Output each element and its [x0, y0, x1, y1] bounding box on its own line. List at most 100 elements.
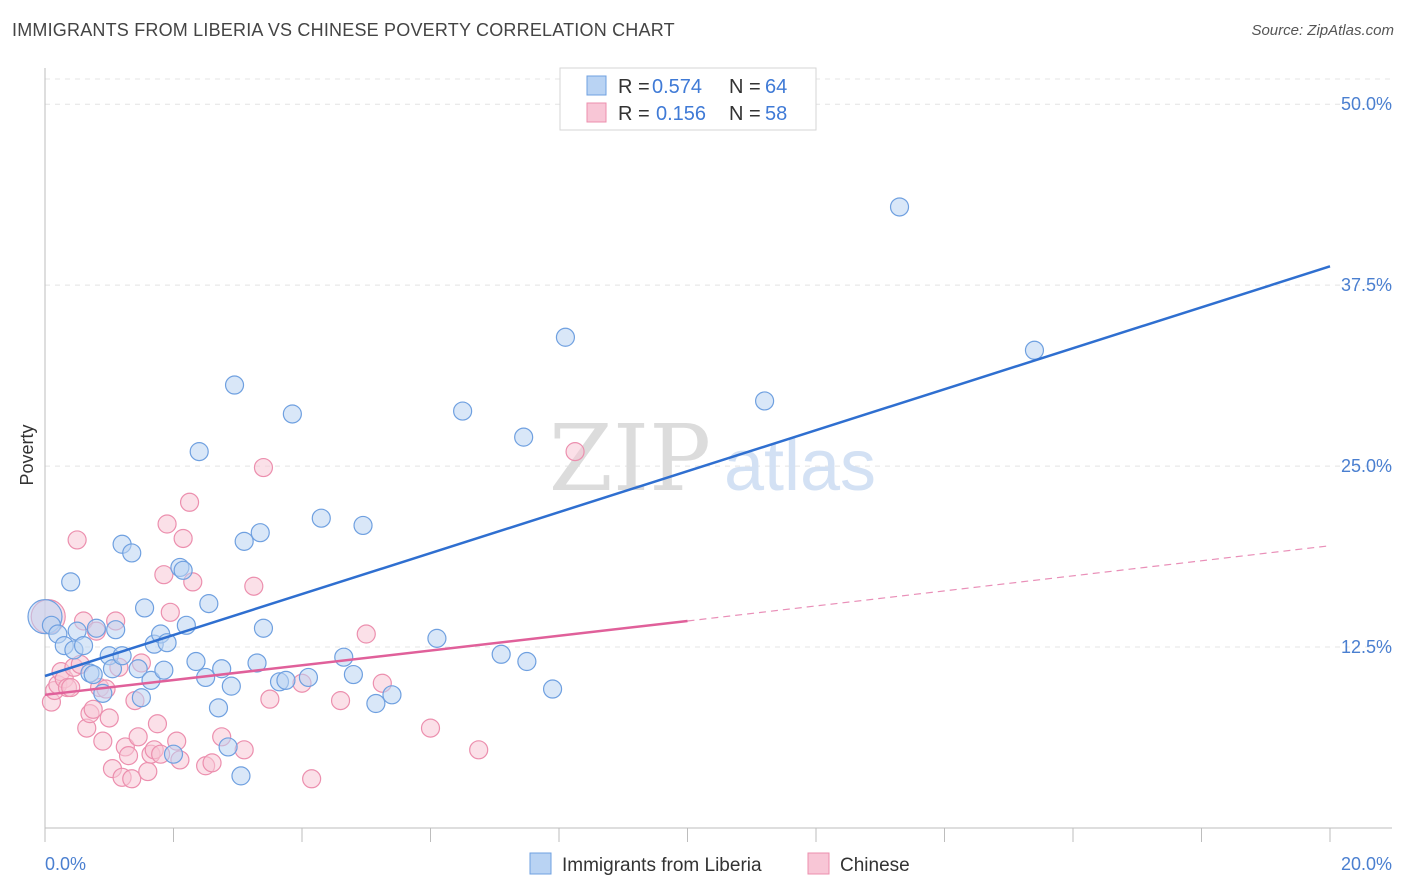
- point-liberia: [343, 664, 363, 685]
- legend-n-label-1: N =: [729, 76, 761, 98]
- legend-swatch-liberia: [586, 75, 607, 96]
- legend-r-label-1: R =: [618, 76, 650, 98]
- point-liberia: [231, 766, 251, 786]
- point-chinese: [61, 677, 81, 698]
- point-chinese: [356, 624, 376, 644]
- point-liberia: [163, 744, 184, 764]
- point-liberia: [83, 664, 103, 685]
- bottom-legend-swatch-liberia: [529, 852, 552, 875]
- bottom-legend-label-chinese: Chinese: [840, 855, 910, 876]
- point-chinese: [565, 442, 585, 462]
- point-liberia: [186, 651, 206, 672]
- point-liberia: [234, 531, 254, 551]
- point-liberia: [224, 375, 245, 395]
- watermark-atlas: atlas: [724, 426, 876, 506]
- point-liberia: [61, 572, 81, 592]
- x-axis-tick-labels: 0.0% 20.0%: [45, 854, 1392, 874]
- point-chinese: [118, 746, 139, 766]
- point-chinese: [128, 727, 148, 747]
- series-chinese-points: [30, 442, 585, 789]
- point-liberia: [154, 660, 174, 680]
- point-chinese: [179, 492, 200, 512]
- point-liberia: [173, 560, 193, 580]
- point-liberia: [334, 647, 354, 667]
- chart-title: IMMIGRANTS FROM LIBERIA VS CHINESE POVER…: [12, 20, 675, 40]
- legend-n-value-1: 64: [765, 76, 787, 98]
- point-liberia: [131, 688, 151, 708]
- y-axis-tick-labels: 12.5% 25.0% 37.5% 50.0%: [1341, 94, 1392, 657]
- trend-line-chinese-extension: [687, 545, 1331, 622]
- point-liberia: [134, 598, 155, 618]
- bottom-legend-swatch-chinese: [807, 852, 830, 875]
- point-liberia: [106, 620, 126, 640]
- point-liberia: [366, 693, 386, 714]
- point-chinese: [83, 699, 103, 719]
- point-liberia: [382, 685, 402, 705]
- point-chinese: [302, 769, 322, 789]
- point-liberia: [514, 427, 534, 447]
- point-liberia: [517, 651, 537, 672]
- point-liberia: [754, 391, 775, 411]
- point-chinese: [244, 576, 264, 596]
- point-chinese: [253, 457, 274, 478]
- point-chinese: [469, 740, 489, 760]
- legend-swatch-chinese: [586, 102, 607, 123]
- point-liberia: [298, 667, 319, 688]
- point-liberia: [208, 698, 229, 718]
- point-chinese: [234, 740, 254, 760]
- point-liberia: [102, 659, 123, 679]
- y-tick-label: 25.0%: [1341, 456, 1392, 476]
- legend-bottom: Immigrants from Liberia Chinese: [529, 852, 910, 876]
- series-liberia-points: [27, 197, 1045, 786]
- legend-r-label-2: R =: [618, 103, 650, 125]
- trend-lines: [44, 265, 1331, 697]
- point-chinese: [173, 528, 193, 549]
- point-chinese: [420, 718, 441, 738]
- point-chinese: [99, 708, 119, 728]
- x-axis-ticks: [44, 828, 1331, 842]
- point-liberia: [221, 676, 241, 696]
- point-chinese: [202, 753, 222, 773]
- point-liberia: [1024, 340, 1045, 360]
- point-liberia: [542, 679, 563, 699]
- legend-n-label-2: N =: [729, 103, 761, 125]
- point-liberia: [427, 628, 447, 648]
- y-tick-label: 50.0%: [1341, 94, 1392, 114]
- point-liberia: [311, 508, 331, 528]
- point-liberia: [276, 670, 296, 690]
- point-chinese: [147, 714, 168, 734]
- point-liberia: [218, 737, 238, 757]
- y-axis-title: Poverty: [17, 424, 37, 485]
- point-chinese: [330, 691, 351, 711]
- legend-top: R = 0.574 N = 64 R = 0.156 N = 58: [559, 67, 817, 131]
- point-chinese: [154, 565, 174, 585]
- point-liberia: [889, 197, 910, 217]
- point-chinese: [260, 689, 280, 709]
- point-liberia: [491, 644, 511, 664]
- point-liberia: [247, 653, 267, 673]
- point-chinese: [157, 514, 177, 534]
- point-liberia: [73, 635, 94, 656]
- point-liberia: [253, 618, 274, 638]
- legend-r-value-2: 0.156: [656, 103, 706, 125]
- legend-r-value-1: 0.574: [652, 76, 702, 98]
- point-liberia: [250, 523, 270, 543]
- point-chinese: [138, 761, 158, 782]
- point-liberia: [128, 659, 148, 679]
- point-liberia: [199, 594, 219, 614]
- point-liberia: [86, 618, 107, 638]
- point-liberia: [282, 404, 302, 424]
- chart-source: Source: ZipAtlas.com: [1251, 22, 1394, 39]
- point-liberia: [353, 515, 373, 536]
- point-liberia: [141, 670, 161, 690]
- point-chinese: [93, 731, 113, 751]
- axes: [44, 68, 1392, 829]
- legend-n-value-2: 58: [765, 103, 787, 125]
- point-liberia: [122, 543, 142, 563]
- point-chinese: [67, 530, 87, 550]
- point-liberia: [555, 327, 576, 347]
- bottom-legend-label-liberia: Immigrants from Liberia: [562, 855, 762, 876]
- trend-line-liberia: [44, 265, 1331, 678]
- point-liberia: [189, 442, 209, 462]
